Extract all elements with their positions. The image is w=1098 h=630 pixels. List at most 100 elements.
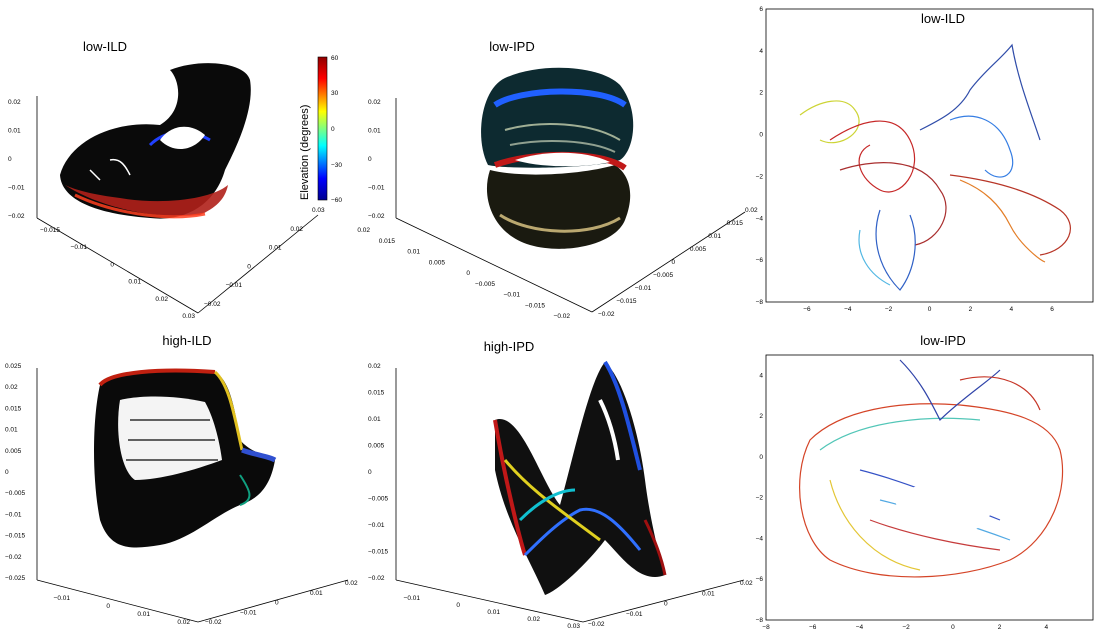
left-axis-tick: 0.02 — [357, 227, 370, 234]
zticks-p4: 0.025 0.02 0.015 0.01 0.005 0 −0.005 −0.01 −0.01… — [5, 363, 25, 582]
y-axis-tick: 4 — [759, 372, 763, 379]
x-axis-tick: −2 — [885, 306, 893, 313]
ztick: 0.02 — [368, 363, 381, 370]
y-axis-tick: −6 — [756, 257, 764, 264]
lticks-p1: −0.015 −0.01 0 0.01 0.02 0.03 — [40, 227, 195, 320]
x-axis-tick: −4 — [856, 624, 864, 630]
left-axis-tick: 0.03 — [567, 623, 580, 630]
left-axis-tick: −0.01 — [404, 595, 421, 602]
ztick: 0.01 — [8, 128, 21, 135]
ztick: −0.01 — [5, 511, 22, 518]
colorbar-tick: 30 — [331, 90, 339, 97]
panel-high-ipd-3d: 0.02 0.015 0.01 0.005 0 −0.005 −0.01 −0.015 −0.0… — [368, 360, 753, 630]
axes-p1 — [36, 96, 319, 314]
lticks-p2: 0.02 0.015 0.01 0.005 0 −0.005 −0.01 −0.015 −0.0… — [357, 227, 570, 320]
x-axis-tick: 6 — [1050, 306, 1054, 313]
right-axis-tick: 0.01 — [702, 590, 715, 597]
lticks-p4: −0.01 0 0.01 0.02 — [54, 595, 191, 626]
colorbar-tick: −60 — [331, 197, 342, 204]
ztick: 0.02 — [8, 99, 21, 106]
ztick: 0.01 — [368, 416, 381, 423]
y-axis-tick: 4 — [759, 48, 763, 55]
ztick: −0.02 — [5, 554, 22, 561]
y-axis-tick: −4 — [756, 536, 764, 543]
ztick: −0.025 — [5, 575, 25, 582]
y-axis-tick: −4 — [756, 215, 764, 222]
ztick: 0 — [368, 156, 372, 163]
xticks-p3: −6 −4 −2 0 2 4 6 — [803, 306, 1054, 313]
axes-p2 — [395, 98, 746, 313]
left-axis-tick: 0.02 — [527, 616, 540, 623]
y-axis-tick: 2 — [759, 90, 763, 97]
y-axis-tick: 6 — [759, 6, 763, 13]
left-axis-tick: 0.015 — [379, 238, 396, 245]
panel-low-ipd-2d: −8 −6 −4 −2 0 2 4 4 2 0 −2 −4 −6 −8 — [756, 354, 1094, 630]
left-axis-tick: 0.01 — [407, 249, 420, 256]
title-p3: low-ILD — [921, 11, 965, 26]
colorbar-label: Elevation (degrees) — [299, 105, 311, 200]
right-axis-tick: 0 — [247, 263, 251, 270]
ztick: −0.02 — [368, 575, 385, 582]
rticks-p1: −0.02 −0.01 0 0.01 0.02 0.03 — [204, 207, 325, 308]
y-axis-tick: −8 — [756, 617, 764, 624]
right-axis-tick: 0.015 — [727, 220, 744, 227]
zticks-p2: 0.02 0.01 0 −0.01 −0.02 — [368, 99, 385, 220]
right-axis-tick: 0 — [664, 601, 668, 608]
right-axis-tick: −0.01 — [635, 285, 652, 292]
y-axis-tick: 2 — [759, 413, 763, 420]
right-axis-tick: 0.02 — [290, 226, 303, 233]
colorbar: 60 30 0 −30 −60 Elevation (degrees) — [299, 55, 342, 204]
ztick: 0.02 — [368, 99, 381, 106]
ztick: 0.01 — [5, 427, 18, 434]
left-axis-tick: −0.02 — [554, 313, 571, 320]
axes-p5 — [395, 368, 745, 623]
right-axis-tick: 0.01 — [708, 233, 721, 240]
x-axis-tick: 0 — [951, 624, 955, 630]
left-axis-tick: 0 — [106, 603, 110, 610]
right-axis-tick: 0.02 — [745, 207, 758, 214]
right-axis-tick: −0.005 — [653, 272, 673, 279]
surface-p1 — [60, 63, 251, 219]
ztick: 0.025 — [5, 363, 22, 370]
right-axis-tick: 0.01 — [310, 590, 323, 597]
title-p6: low-IPD — [920, 333, 966, 348]
right-axis-tick: −0.02 — [588, 621, 605, 628]
ztick: −0.015 — [368, 549, 388, 556]
title-p1: low-ILD — [83, 39, 127, 54]
axes-box-p3 — [765, 8, 1094, 303]
left-axis-tick: 0.01 — [137, 611, 150, 618]
right-axis-tick: −0.02 — [204, 301, 221, 308]
network-p3 — [799, 43, 1071, 291]
y-axis-tick: −8 — [756, 299, 764, 306]
left-axis-tick: −0.01 — [54, 595, 71, 602]
surface-p4 — [94, 368, 277, 548]
left-axis-tick: −0.005 — [475, 281, 495, 288]
surface-p2 — [481, 67, 634, 249]
left-axis-tick: −0.01 — [504, 292, 521, 299]
y-axis-tick: 0 — [759, 132, 763, 139]
ztick: −0.01 — [368, 522, 385, 529]
right-axis-tick: −0.02 — [598, 311, 615, 318]
x-axis-tick: −6 — [803, 306, 811, 313]
ztick: 0.02 — [5, 384, 18, 391]
ztick: 0 — [8, 156, 12, 163]
left-axis-tick: 0 — [466, 270, 470, 277]
left-axis-tick: −0.01 — [71, 244, 88, 251]
axes-p4 — [36, 368, 349, 623]
zticks-p1: 0.02 0.01 0 −0.01 −0.02 — [8, 99, 25, 220]
right-axis-tick: 0.01 — [269, 245, 282, 252]
right-axis-tick: −0.02 — [205, 619, 222, 626]
ztick: 0.015 — [5, 405, 22, 412]
right-axis-tick: −0.01 — [226, 282, 243, 289]
ztick: −0.005 — [5, 490, 25, 497]
axes-box-p6 — [765, 354, 1094, 621]
panel-low-ipd-3d: 0.020.010−0.01−0.02 0.020.0150.010.0050−… — [357, 67, 758, 320]
y-axis-tick: −2 — [756, 495, 764, 502]
x-axis-tick: 2 — [969, 306, 973, 313]
xticks-p6: −8 −6 −4 −2 0 2 4 — [762, 624, 1048, 630]
x-axis-tick: 0 — [928, 306, 932, 313]
x-axis-tick: −8 — [762, 624, 770, 630]
rticks-p5: −0.02 −0.01 0 0.01 0.02 — [588, 580, 753, 628]
ztick: −0.02 — [8, 213, 25, 220]
